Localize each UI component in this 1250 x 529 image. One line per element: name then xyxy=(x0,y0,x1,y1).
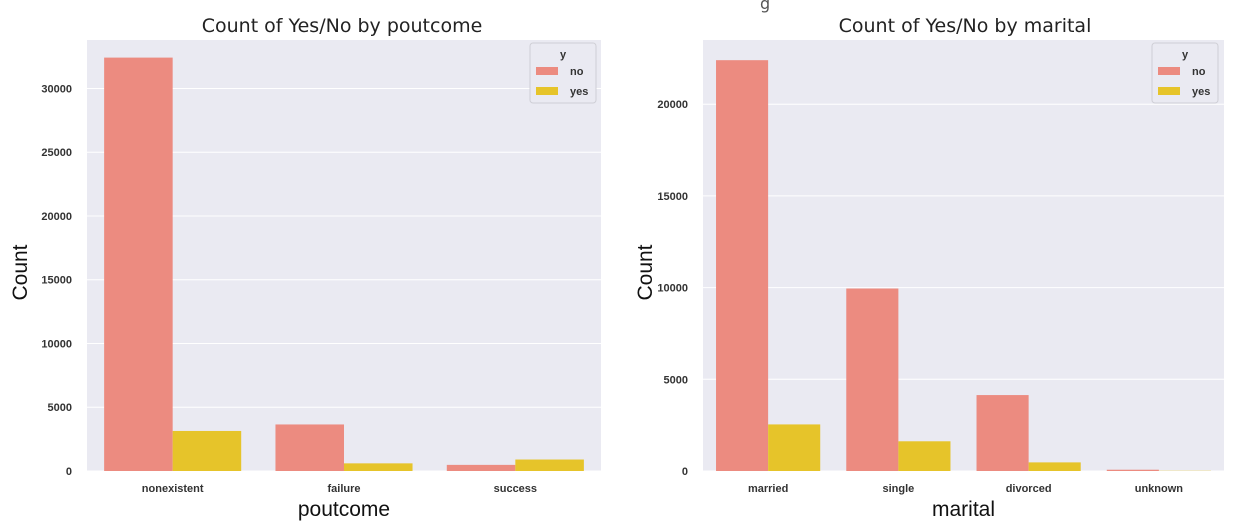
plot-area xyxy=(87,40,601,471)
x-tick-label: single xyxy=(882,483,914,495)
bar-yes-single xyxy=(898,441,951,471)
y-tick-label: 15000 xyxy=(657,191,688,203)
bar-no-single xyxy=(846,288,899,471)
legend-swatch-yes xyxy=(536,87,558,95)
bar-yes-married xyxy=(768,424,821,471)
bar-yes-nonexistent xyxy=(172,430,242,471)
plot-area xyxy=(703,40,1224,471)
x-axis-label: marital xyxy=(932,498,995,521)
y-tick-label: 15000 xyxy=(41,275,72,287)
bar-no-unknown xyxy=(1106,469,1159,471)
y-tick-label: 20000 xyxy=(41,211,72,223)
y-tick-label: 0 xyxy=(682,466,688,478)
legend-title: y xyxy=(1182,49,1189,61)
bar-yes-failure xyxy=(344,463,413,471)
chart-title: Count of Yes/No by marital xyxy=(839,15,1092,37)
chart-poutcome: Count of Yes/No by poutcome 0 5000 10000 150… xyxy=(9,15,601,521)
y-tick-label: 30000 xyxy=(41,83,72,95)
y-tick-label: 10000 xyxy=(41,338,72,350)
legend: yno yes xyxy=(1151,42,1219,104)
legend-title: y xyxy=(560,49,567,61)
legend-label-yes: yes xyxy=(1192,86,1210,98)
y-tick-label: 0 xyxy=(66,466,72,478)
legend-label-yes: yes xyxy=(570,86,588,98)
y-tick-label: 10000 xyxy=(657,283,688,295)
chart-marital: Count of Yes/No by marital 0 5000 10000 1500… xyxy=(634,15,1224,521)
x-axis-label: poutcome xyxy=(298,498,390,521)
chart-title: Count of Yes/No by poutcome xyxy=(202,15,483,37)
legend-swatch-no xyxy=(1158,67,1180,75)
title-fragment: g xyxy=(760,0,771,13)
bar-no-divorced xyxy=(976,395,1029,471)
y-tick-label: 5000 xyxy=(664,374,688,386)
legend-label-no: no xyxy=(1192,66,1206,78)
chart-panel-marital: Count of Yes/No by marital 0 5000 10000 1500… xyxy=(625,0,1250,529)
x-tick-label: unknown xyxy=(1135,483,1184,495)
bar-no-failure xyxy=(275,424,344,471)
legend-swatch-yes xyxy=(1158,87,1180,95)
y-tick-label: 20000 xyxy=(657,99,688,111)
x-tick-label: divorced xyxy=(1006,483,1052,495)
x-tick-label: failure xyxy=(327,483,360,495)
legend: yno yes xyxy=(529,42,597,104)
legend-swatch-no xyxy=(536,67,558,75)
chart-panel-poutcome: Count of Yes/No by poutcome 0 5000 10000 150… xyxy=(9,15,601,521)
y-tick-label: 25000 xyxy=(41,147,72,159)
bar-no-nonexistent xyxy=(104,57,173,471)
x-tick-label: married xyxy=(748,483,788,495)
x-tick-label: success xyxy=(494,483,537,495)
y-tick-label: 5000 xyxy=(48,402,72,414)
bar-yes-success xyxy=(515,459,584,471)
legend-label-no: no xyxy=(570,66,584,78)
y-axis-label: Count xyxy=(634,244,657,300)
bar-no-married xyxy=(716,60,769,471)
bar-yes-divorced xyxy=(1028,462,1081,471)
x-tick-label: nonexistent xyxy=(142,483,204,495)
bar-no-success xyxy=(446,464,516,471)
y-axis-label: Count xyxy=(9,244,32,300)
